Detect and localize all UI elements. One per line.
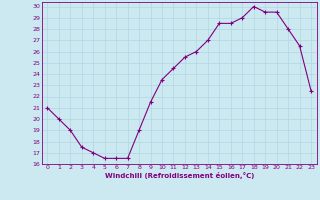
X-axis label: Windchill (Refroidissement éolien,°C): Windchill (Refroidissement éolien,°C) bbox=[105, 172, 254, 179]
